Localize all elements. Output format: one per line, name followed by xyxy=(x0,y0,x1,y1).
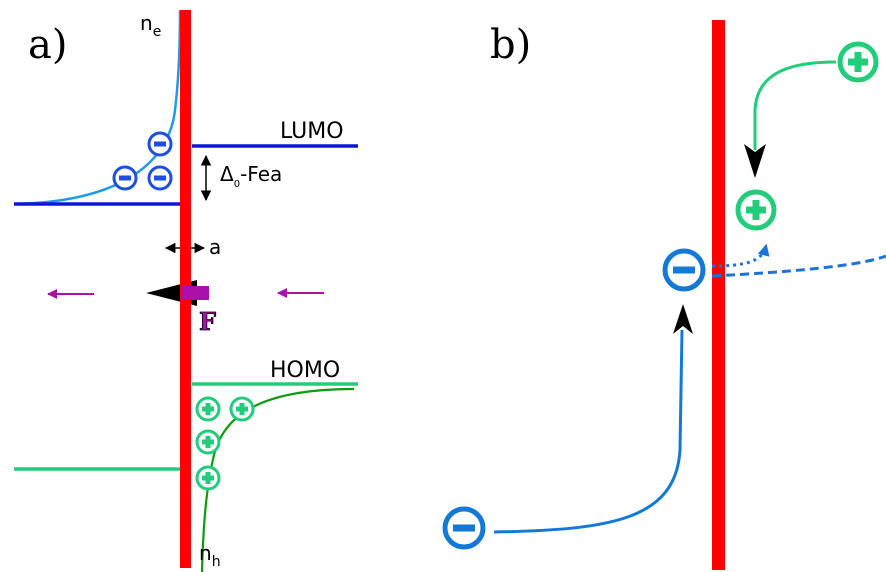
panel-b: b) xyxy=(442,20,886,570)
n-h-label: nh xyxy=(199,541,221,570)
hole-arrowhead xyxy=(744,144,766,178)
n-e-label: ne xyxy=(140,11,161,40)
panel-a: a) ne LUMO Δ0-Fea a xyxy=(13,9,358,572)
homo-label: HOMO xyxy=(270,358,340,383)
minus-charge-icon xyxy=(147,131,173,157)
plus-charge-icon xyxy=(735,189,777,231)
lumo-label: LUMO xyxy=(280,119,344,144)
panel-a-label: a) xyxy=(28,22,67,68)
plus-charge-icon xyxy=(837,41,879,83)
plus-charge-icon xyxy=(195,396,221,422)
plus-charge-icon xyxy=(195,465,221,491)
force-label: F xyxy=(199,307,216,336)
force-vector-box xyxy=(181,286,209,300)
minus-charge-icon xyxy=(147,165,173,191)
minus-charge-icon xyxy=(662,248,706,292)
electron-density-curve xyxy=(13,9,182,206)
hole-trajectory xyxy=(753,60,837,150)
dashed-line xyxy=(711,254,886,278)
interface-bar-b xyxy=(712,20,725,570)
minus-charge-icon xyxy=(112,165,138,191)
electron-arrowhead xyxy=(673,304,693,334)
electron-trajectory xyxy=(493,329,684,534)
dotted-line xyxy=(711,243,770,268)
plus-charge-icon xyxy=(229,396,255,422)
hole-density-curve xyxy=(200,387,355,572)
plus-charge-icon xyxy=(195,429,221,455)
gap-label: Δ0-Fea xyxy=(220,162,282,190)
minus-charge-icon xyxy=(442,506,486,550)
distance-label: a xyxy=(209,235,221,259)
panel-b-label: b) xyxy=(490,22,531,68)
